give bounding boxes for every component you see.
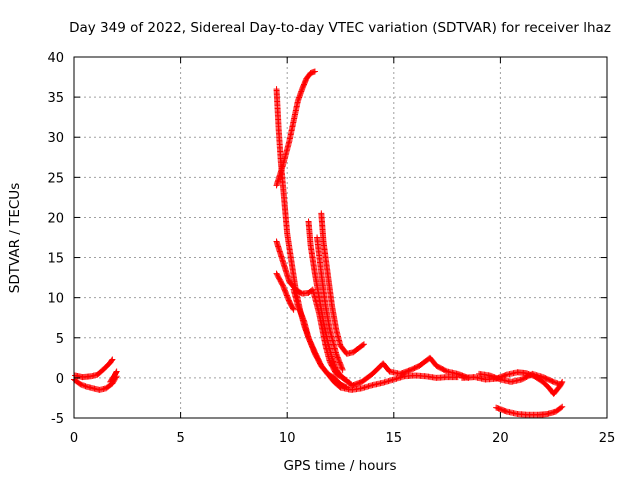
- y-tick-label: 30: [47, 131, 64, 146]
- series-arc-peak: [273, 68, 318, 189]
- series-arc-mid-b: [273, 270, 297, 313]
- y-tick-label: 10: [47, 292, 64, 307]
- data-point: [558, 404, 565, 411]
- data-point: [109, 356, 116, 363]
- y-tick-label: 5: [56, 332, 64, 347]
- data-point: [360, 341, 367, 348]
- data-point: [557, 381, 564, 388]
- data-point: [359, 341, 366, 348]
- plot-frame: [73, 56, 608, 419]
- data-point: [343, 384, 350, 391]
- y-tick-label: 15: [47, 252, 64, 267]
- series-arc-bumps: [348, 354, 472, 389]
- x-axis-label: GPS time / hours: [283, 458, 396, 474]
- axis-ticks: 0 5 10 15 20 25 -5 0 5 10 15 20 25 30 35 40: [47, 51, 615, 446]
- data-point: [339, 366, 346, 373]
- series-arc-late-b: [476, 370, 564, 388]
- data-point: [113, 368, 120, 375]
- data-point: [311, 68, 318, 75]
- x-tick-label: 15: [386, 431, 403, 446]
- y-tick-label: 40: [47, 51, 64, 66]
- y-tick-label: 0: [56, 372, 64, 387]
- y-tick-label: 25: [47, 171, 64, 186]
- series-arc-spike-a: [305, 218, 355, 388]
- data-point: [442, 367, 449, 374]
- x-tick-label: 10: [279, 431, 296, 446]
- y-tick-label: -5: [51, 412, 64, 427]
- series-arc-early-b: [72, 356, 116, 381]
- series-arc-early-c: [107, 368, 120, 385]
- data-point: [342, 383, 349, 390]
- y-axis-label: SDTVAR / TECUs: [7, 183, 23, 293]
- series-arc-spike-b: [318, 210, 367, 357]
- series-arc-spike-c: [314, 234, 346, 373]
- y-tick-label: 20: [47, 211, 64, 226]
- x-tick-label: 5: [176, 431, 184, 446]
- chart-title: Day 349 of 2022, Sidereal Day-to-day VTE…: [69, 20, 611, 36]
- data-point: [289, 305, 296, 312]
- data-point: [113, 369, 120, 376]
- series-arc-lower: [290, 286, 350, 391]
- plot-markers: [71, 68, 566, 418]
- data-point: [290, 306, 297, 313]
- x-tick-label: 20: [492, 431, 509, 446]
- y-tick-label: 35: [47, 91, 64, 106]
- data-point: [108, 357, 115, 364]
- series-arc-late-c: [493, 403, 566, 418]
- x-tick-label: 0: [70, 431, 78, 446]
- data-point: [559, 403, 566, 410]
- x-tick-label: 25: [599, 431, 616, 446]
